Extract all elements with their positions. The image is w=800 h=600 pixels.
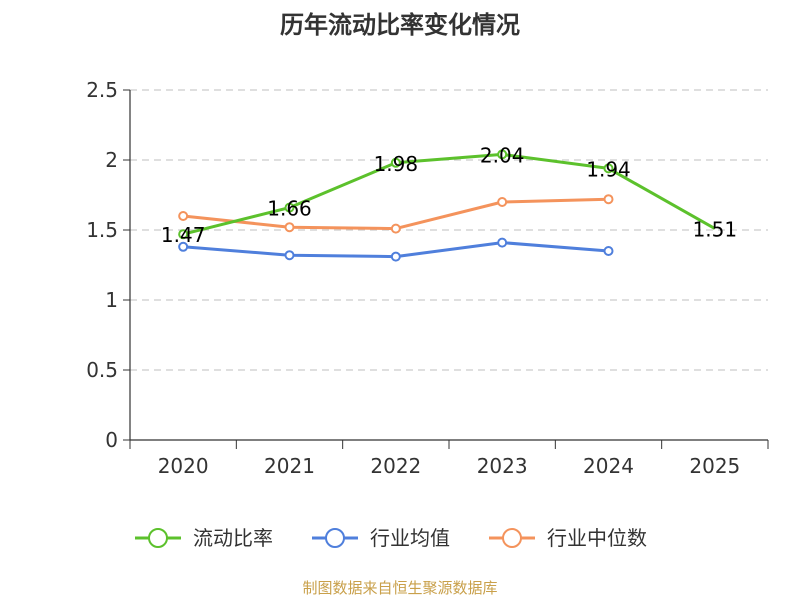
data-label-2022: 1.98 bbox=[374, 152, 419, 176]
legend-marker-2 bbox=[502, 528, 522, 548]
x-tick-label-2021: 2021 bbox=[264, 454, 315, 478]
series-1 bbox=[178, 237, 614, 262]
grid-lines bbox=[130, 89, 768, 371]
x-tick-label-2024: 2024 bbox=[583, 454, 634, 478]
y-tick-label-4: 2 bbox=[105, 148, 118, 172]
series-point-1-2023 bbox=[497, 237, 508, 248]
y-tick-label-2: 1 bbox=[105, 288, 118, 312]
x-tick-label-2020: 2020 bbox=[158, 454, 209, 478]
series-point-0-2022 bbox=[390, 157, 401, 168]
data-label-2023: 2.04 bbox=[480, 143, 525, 167]
data-label-2020: 1.47 bbox=[161, 223, 206, 247]
series-line-0 bbox=[182, 152, 716, 236]
legend-marker-1 bbox=[325, 528, 345, 548]
series-0: 1.47 1.66 1.98 2.04 1.94 1.51 bbox=[161, 143, 737, 247]
y-tick-label-3: 1.5 bbox=[86, 218, 118, 242]
x-tick-label-2022: 2022 bbox=[370, 454, 421, 478]
legend-item-2: 行业中位数 bbox=[489, 526, 647, 550]
series-point-0-2021 bbox=[284, 202, 295, 213]
series-point-2-2020 bbox=[178, 211, 189, 221]
series-point-0-2023 bbox=[497, 149, 508, 160]
series-group: 1.47 1.66 1.98 2.04 1.94 1.51 bbox=[161, 143, 737, 262]
series-point-2-2021 bbox=[284, 222, 295, 233]
legend-marker-0 bbox=[148, 528, 168, 548]
y-tick-label-5: 2.5 bbox=[86, 78, 118, 102]
series-point-2-2024 bbox=[603, 194, 614, 205]
x-tick-label-2023: 2023 bbox=[477, 454, 528, 478]
source-note: 制图数据来自恒生聚源数据库 bbox=[302, 579, 497, 597]
series-point-2-2023 bbox=[497, 197, 508, 207]
data-label-2021: 1.66 bbox=[267, 197, 312, 221]
series-point-0-2020 bbox=[178, 229, 189, 240]
series-point-1-2024 bbox=[603, 246, 614, 256]
legend-item-0: 流动比率 bbox=[135, 526, 273, 550]
legend-label-0: 流动比率 bbox=[193, 526, 273, 550]
series-point-2-2022 bbox=[390, 223, 401, 234]
legend-item-1: 行业均值 bbox=[312, 526, 450, 550]
y-tick-label-0: 0 bbox=[105, 428, 118, 452]
series-point-1-2022 bbox=[390, 251, 401, 262]
y-tick-label-1: 0.5 bbox=[86, 358, 118, 382]
axes: 0 0.5 1 1.5 2 2.5 2020 2021 2022 2023 2024 2025 bbox=[86, 78, 769, 478]
series-point-1-2020 bbox=[178, 241, 189, 252]
legend: 流动比率 行业均值 行业中位数 bbox=[135, 526, 647, 550]
data-label-2025: 1.51 bbox=[693, 218, 738, 242]
data-label-2024: 1.94 bbox=[586, 157, 631, 181]
series-point-1-2021 bbox=[284, 250, 295, 261]
legend-label-2: 行业中位数 bbox=[547, 526, 647, 550]
series-2 bbox=[178, 194, 614, 234]
legend-label-1: 行业均值 bbox=[370, 526, 450, 550]
chart-title: 历年流动比率变化情况 bbox=[280, 11, 520, 39]
series-point-0-2024 bbox=[603, 163, 614, 174]
x-tick-label-2025: 2025 bbox=[689, 454, 740, 478]
